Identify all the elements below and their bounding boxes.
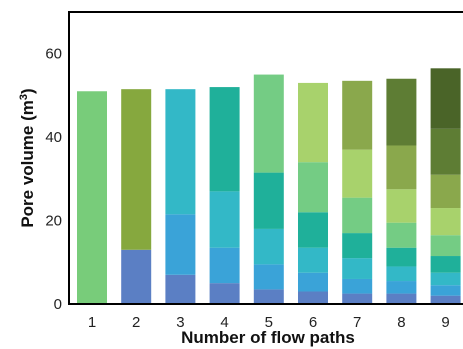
y-tick-label: 60: [45, 46, 62, 63]
y-tick-label: 40: [45, 129, 62, 146]
bar-8-segment-5: [386, 222, 417, 248]
bar-9-segment-5: [430, 235, 461, 257]
bar-8-segment-1: [386, 293, 417, 304]
bar-4-segment-2: [209, 247, 240, 284]
bar-3-segment-1: [165, 274, 196, 304]
x-ticks: 1 2 3 4 5 6 7 8 9: [88, 314, 450, 331]
bar-3-segment-2: [165, 214, 196, 275]
y-axis-title-close: ): [18, 88, 37, 94]
bar-5-segment-3: [253, 228, 284, 265]
bar-2-segment-2: [121, 89, 152, 250]
bar-6-segment-3: [298, 247, 328, 273]
bar-5-segment-5: [253, 74, 284, 173]
y-tick-label: 0: [54, 296, 62, 313]
bar-8-segment-4: [386, 247, 417, 267]
bar-7-segment-5: [342, 197, 373, 234]
bar-9-segment-6: [430, 208, 461, 236]
bar-6-segment-2: [298, 272, 328, 292]
y-tick-label: 20: [45, 213, 62, 230]
bar-9-segment-1: [430, 295, 461, 304]
bar-5-segment-1: [253, 289, 284, 304]
x-tick-label: 3: [176, 314, 184, 331]
bar-7-segment-4: [342, 233, 373, 259]
bar-8-segment-8: [386, 78, 417, 146]
y-ticks: 0 20 40 60: [45, 46, 62, 313]
x-tick-label: 5: [265, 314, 273, 331]
bar-2-segment-1: [121, 249, 152, 304]
bar-6-segment-5: [298, 162, 328, 213]
bar-7-segment-6: [342, 149, 373, 198]
bar-7-segment-2: [342, 278, 373, 294]
x-tick-label: 4: [220, 314, 228, 331]
bar-8-segment-3: [386, 266, 417, 282]
y-axis-title-sup: 3: [18, 94, 30, 100]
bar-5-segment-4: [253, 172, 284, 229]
bar-6-segment-6: [298, 82, 328, 163]
x-tick-label: 2: [132, 314, 140, 331]
bar-9-segment-8: [430, 128, 461, 175]
bar-9-segment-2: [430, 285, 461, 296]
bar-9-segment-4: [430, 256, 461, 273]
bar-8-segment-6: [386, 189, 417, 223]
bar-9-segment-7: [430, 174, 461, 209]
x-tick-label: 7: [353, 314, 361, 331]
x-tick-label: 6: [309, 314, 317, 331]
x-tick-label: 9: [441, 314, 449, 331]
bar-8-segment-2: [386, 281, 417, 294]
bar-4-segment-3: [209, 191, 240, 248]
bar-7-segment-7: [342, 80, 373, 150]
y-axis-title: Pore volume (m3): [18, 88, 37, 227]
bar-9-segment-3: [430, 272, 461, 286]
bar-4-segment-1: [209, 283, 240, 304]
bars-layer: [77, 68, 461, 304]
bar-7-segment-1: [342, 293, 373, 304]
bar-1-segment-1: [77, 91, 107, 304]
bar-7-segment-3: [342, 258, 373, 279]
bar-4-segment-4: [209, 87, 240, 192]
x-axis-title: Number of flow paths: [181, 328, 355, 347]
bar-9-segment-9: [430, 68, 461, 129]
bar-6-segment-4: [298, 212, 328, 248]
x-tick-label: 8: [397, 314, 405, 331]
bar-5-segment-2: [253, 264, 284, 290]
bar-6-segment-1: [298, 291, 328, 304]
y-axis-title-main: Pore volume (m: [18, 100, 37, 228]
bar-3-segment-3: [165, 89, 196, 215]
x-tick-label: 1: [88, 314, 96, 331]
bar-8-segment-7: [386, 145, 417, 190]
